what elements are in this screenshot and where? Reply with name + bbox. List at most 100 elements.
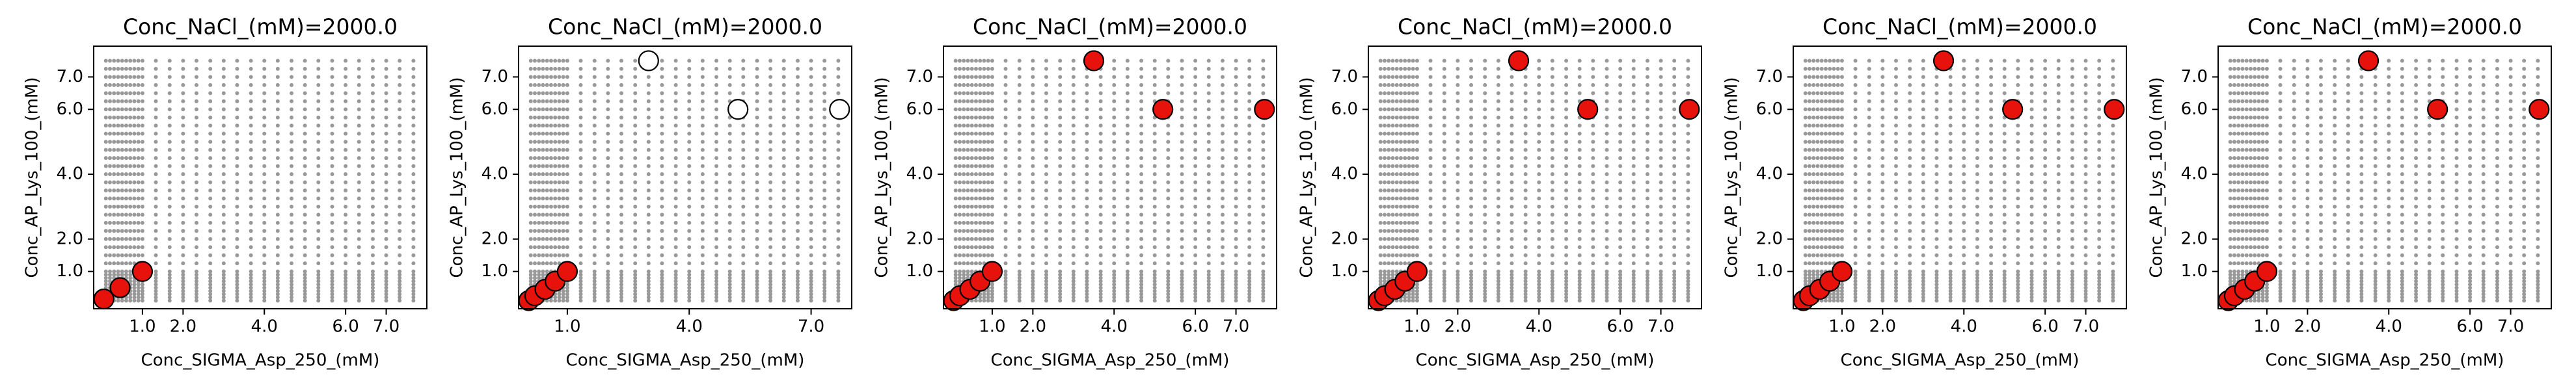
candidate-point xyxy=(700,213,705,217)
candidate-point xyxy=(714,295,719,300)
candidate-point xyxy=(1823,229,1828,233)
candidate-point xyxy=(330,213,334,217)
candidate-point xyxy=(1071,164,1076,168)
candidate-point xyxy=(1390,245,1395,250)
candidate-point xyxy=(565,213,569,217)
candidate-point xyxy=(1496,269,1500,274)
candidate-point xyxy=(969,213,974,217)
candidate-point xyxy=(557,66,562,71)
candidate-point xyxy=(1261,229,1266,233)
candidate-point xyxy=(714,180,719,185)
candidate-point xyxy=(1807,229,1811,233)
candidate-point xyxy=(1823,83,1828,87)
candidate-point xyxy=(1098,83,1103,87)
candidate-point xyxy=(557,107,562,112)
candidate-point xyxy=(545,261,549,266)
candidate-point xyxy=(1261,66,1266,71)
candidate-point xyxy=(714,253,719,257)
candidate-point xyxy=(132,99,137,103)
candidate-point xyxy=(990,148,994,152)
candidate-point xyxy=(398,253,402,257)
candidate-point xyxy=(836,276,841,280)
x-tick-label: 4.0 xyxy=(1526,317,1552,337)
candidate-point xyxy=(822,213,827,217)
candidate-point xyxy=(700,276,705,280)
candidate-point xyxy=(619,229,623,233)
candidate-point xyxy=(290,196,294,201)
candidate-point xyxy=(1803,164,1808,168)
candidate-point xyxy=(136,124,141,128)
candidate-point xyxy=(290,164,294,168)
candidate-point xyxy=(1819,140,1824,144)
candidate-point xyxy=(1645,196,1649,201)
candidate-point xyxy=(303,261,307,266)
candidate-point xyxy=(768,276,773,280)
candidate-point xyxy=(714,115,719,120)
candidate-point xyxy=(1867,295,1871,300)
candidate-point xyxy=(290,282,294,287)
candidate-point xyxy=(1815,220,1820,225)
candidate-point xyxy=(982,237,986,241)
candidate-point xyxy=(1803,66,1808,71)
candidate-point xyxy=(557,196,562,201)
candidate-point xyxy=(1071,272,1076,277)
candidate-point xyxy=(120,272,124,277)
candidate-point xyxy=(537,115,541,120)
candidate-point xyxy=(1523,253,1528,257)
candidate-point xyxy=(1605,140,1609,144)
candidate-point xyxy=(1510,124,1514,128)
candidate-point xyxy=(822,276,827,280)
candidate-point xyxy=(1378,66,1383,71)
candidate-point xyxy=(194,261,198,266)
candidate-point xyxy=(565,285,569,290)
candidate-point xyxy=(128,279,133,283)
candidate-point xyxy=(1921,261,1925,266)
candidate-point xyxy=(167,196,172,201)
candidate-point xyxy=(809,272,813,277)
candidate-point xyxy=(1031,204,1035,209)
candidate-point xyxy=(1807,261,1811,266)
candidate-point xyxy=(384,83,388,87)
candidate-point xyxy=(1577,245,1582,250)
candidate-point xyxy=(1193,131,1198,136)
candidate-point xyxy=(1645,279,1649,283)
candidate-point xyxy=(1139,83,1144,87)
candidate-point xyxy=(1510,83,1514,87)
candidate-point xyxy=(795,237,800,241)
candidate-point xyxy=(1577,261,1582,266)
candidate-point xyxy=(1387,58,1391,63)
candidate-point xyxy=(1139,285,1144,290)
candidate-point xyxy=(303,285,307,290)
candidate-point xyxy=(370,180,375,185)
candidate-point xyxy=(1807,107,1811,112)
candidate-point xyxy=(1261,140,1266,144)
candidate-point xyxy=(1510,295,1514,300)
candidate-point xyxy=(208,91,213,96)
candidate-point xyxy=(1537,220,1541,225)
candidate-point xyxy=(1469,269,1473,274)
candidate-point xyxy=(1261,276,1266,280)
candidate-point xyxy=(1398,253,1403,257)
candidate-point xyxy=(1442,253,1446,257)
candidate-point xyxy=(1853,99,1858,103)
candidate-point xyxy=(1139,124,1144,128)
candidate-point xyxy=(1071,156,1076,161)
candidate-point xyxy=(1394,164,1399,168)
candidate-point xyxy=(1803,204,1808,209)
candidate-point xyxy=(136,204,141,209)
candidate-point xyxy=(194,58,198,63)
candidate-point xyxy=(194,279,198,283)
candidate-point xyxy=(124,115,128,120)
candidate-point xyxy=(795,196,800,201)
candidate-point xyxy=(986,204,990,209)
candidate-point xyxy=(112,131,116,136)
candidate-point xyxy=(1044,140,1048,144)
candidate-point xyxy=(1828,237,1832,241)
candidate-point xyxy=(1442,237,1446,241)
candidate-point xyxy=(700,188,705,192)
candidate-point xyxy=(1564,131,1569,136)
candidate-point xyxy=(303,279,307,283)
candidate-point xyxy=(1483,172,1487,177)
candidate-point xyxy=(1031,276,1035,280)
candidate-point xyxy=(537,229,541,233)
